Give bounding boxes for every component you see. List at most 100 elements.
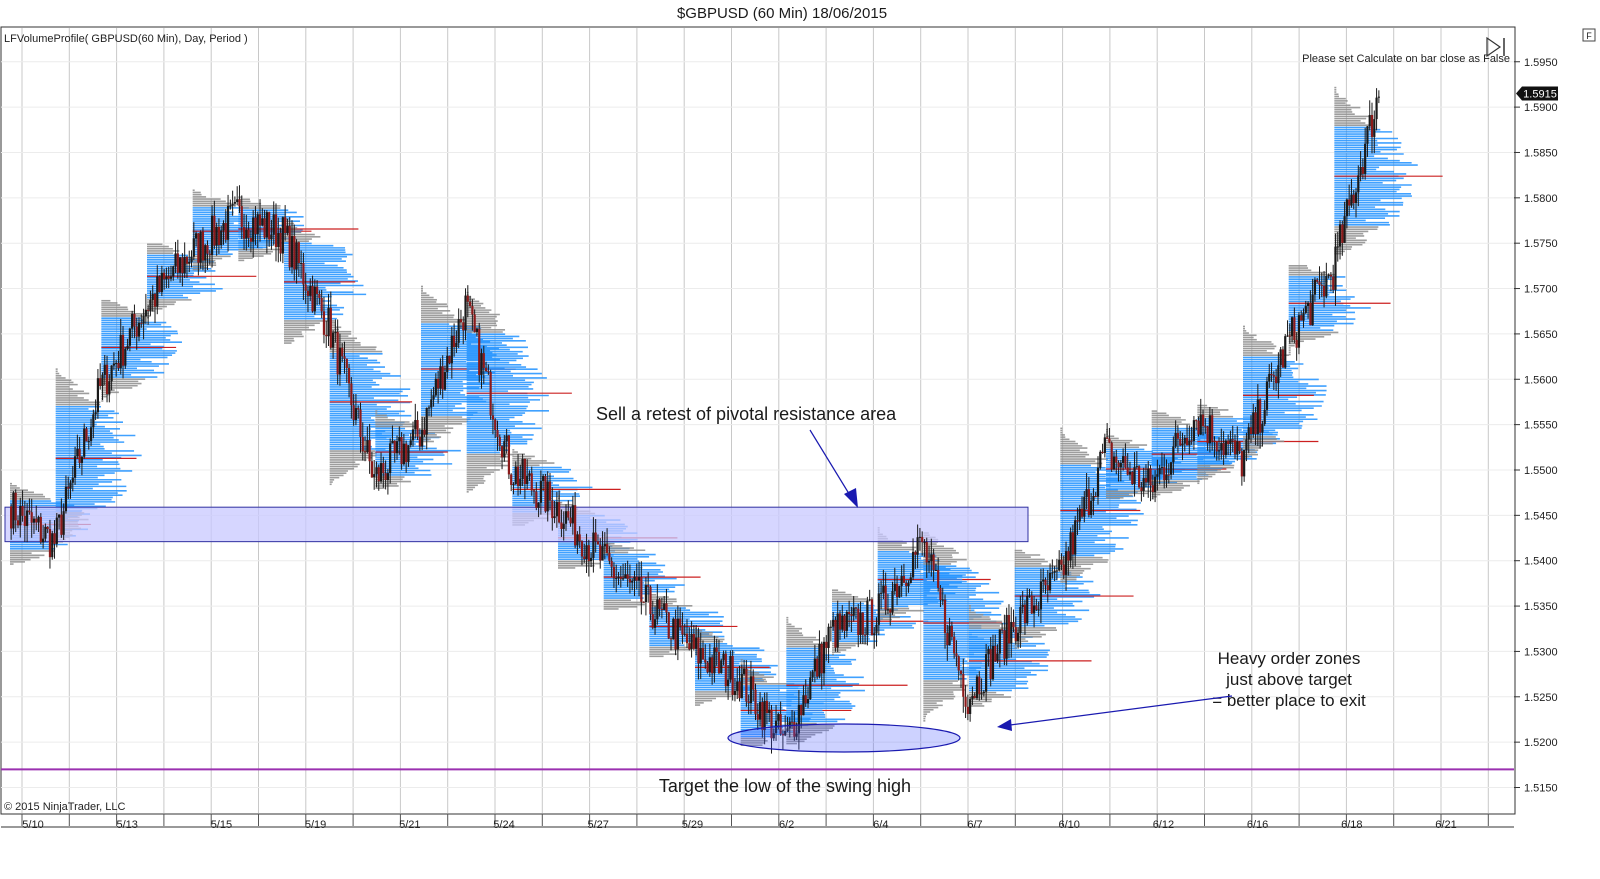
candle-body	[879, 592, 883, 594]
candle-body	[363, 451, 367, 453]
candle-body	[640, 577, 643, 602]
candle-body	[1195, 420, 1198, 422]
candle-body	[414, 420, 417, 430]
candle-body	[402, 443, 405, 465]
candle-body	[1217, 450, 1221, 452]
candle-body	[991, 645, 995, 680]
candle-body	[133, 313, 136, 327]
candle-body	[816, 658, 819, 677]
candle-body	[1048, 572, 1052, 591]
candle-body	[489, 372, 492, 416]
candle-body	[1215, 441, 1218, 452]
candle-body	[1012, 622, 1015, 628]
candle-body	[1037, 609, 1040, 611]
candle-body	[610, 560, 613, 567]
candle-body	[151, 293, 154, 300]
last-price-label: 1.5915	[1523, 89, 1557, 101]
candle-body	[542, 476, 545, 482]
candle-body	[818, 643, 821, 677]
candle-body	[12, 492, 15, 529]
candle-body	[1332, 276, 1335, 290]
candle-body	[854, 607, 858, 609]
candle-body	[309, 285, 312, 296]
candle-body	[439, 366, 442, 389]
candle-body	[1149, 468, 1152, 486]
resistance-note: Sell a retest of pivotal resistance area	[596, 404, 897, 424]
candle-body	[26, 510, 29, 526]
candle-body	[681, 625, 684, 635]
candle-body	[1348, 199, 1351, 206]
candle-body	[941, 599, 944, 601]
candle-body	[144, 309, 147, 317]
candle-body	[626, 574, 629, 579]
candle-body	[407, 445, 410, 463]
candle-body	[215, 226, 218, 246]
candle-body	[742, 668, 746, 674]
candle-body	[1106, 437, 1109, 439]
candle-body	[526, 475, 529, 485]
y-tick-label: 1.5350	[1524, 601, 1558, 613]
candle-body	[667, 612, 670, 639]
candle-body	[1076, 520, 1079, 522]
candle-body	[1295, 339, 1298, 348]
candle-body	[441, 366, 444, 390]
corner-button[interactable]	[1582, 28, 1596, 42]
candle-body	[870, 599, 874, 636]
candle-body	[765, 700, 769, 714]
candle-body	[1032, 605, 1036, 614]
candle-body	[825, 641, 828, 648]
candle-body	[258, 214, 262, 226]
candle-body	[574, 505, 577, 546]
candle-body	[1179, 438, 1182, 446]
x-tick-label: 5/19	[305, 819, 326, 831]
candle-body	[64, 486, 68, 512]
candle-body	[1185, 437, 1189, 446]
candle-body	[1144, 478, 1148, 483]
candle-body	[939, 587, 942, 601]
candle-body	[695, 637, 698, 649]
candle-body	[1001, 629, 1004, 631]
candle-body	[96, 378, 100, 413]
y-tick-label: 1.5250	[1524, 692, 1558, 704]
candle-body	[740, 673, 743, 699]
candle-body	[510, 474, 513, 485]
candle-body	[1016, 633, 1020, 641]
candle-body	[185, 256, 189, 264]
candle-body	[905, 582, 908, 587]
candle-body	[1229, 439, 1232, 445]
candle-body	[827, 626, 830, 648]
candle-body	[1201, 414, 1205, 427]
candle-body	[217, 226, 221, 246]
candle-body	[23, 515, 26, 526]
candle-body	[126, 345, 129, 349]
play-to-end-icon[interactable]	[1486, 36, 1505, 58]
candle-body	[745, 668, 748, 702]
candle-body	[1364, 143, 1367, 174]
candle-body	[300, 263, 303, 265]
candle-body	[1119, 462, 1122, 468]
candle-body	[60, 514, 63, 535]
candle-body	[665, 603, 668, 613]
candle-body	[946, 633, 949, 646]
candle-body	[1334, 246, 1337, 290]
candle-body	[980, 693, 983, 695]
candle-body	[398, 437, 401, 442]
candle-body	[1220, 443, 1223, 451]
candle-body	[701, 647, 705, 660]
candle-body	[430, 399, 433, 408]
heavy-order-zone-ellipse	[727, 723, 961, 753]
x-tick-label: 6/2	[779, 819, 794, 831]
candle-body	[167, 276, 170, 279]
candle-body	[544, 476, 547, 512]
candle-body	[1336, 246, 1339, 248]
candle-body	[688, 643, 691, 650]
candle-body	[1014, 627, 1017, 641]
candle-body	[473, 314, 476, 332]
candle-body	[1188, 440, 1191, 446]
candle-body	[491, 415, 495, 420]
candle-body	[389, 443, 392, 474]
candle-body	[715, 647, 718, 652]
candle-body	[1094, 496, 1097, 498]
